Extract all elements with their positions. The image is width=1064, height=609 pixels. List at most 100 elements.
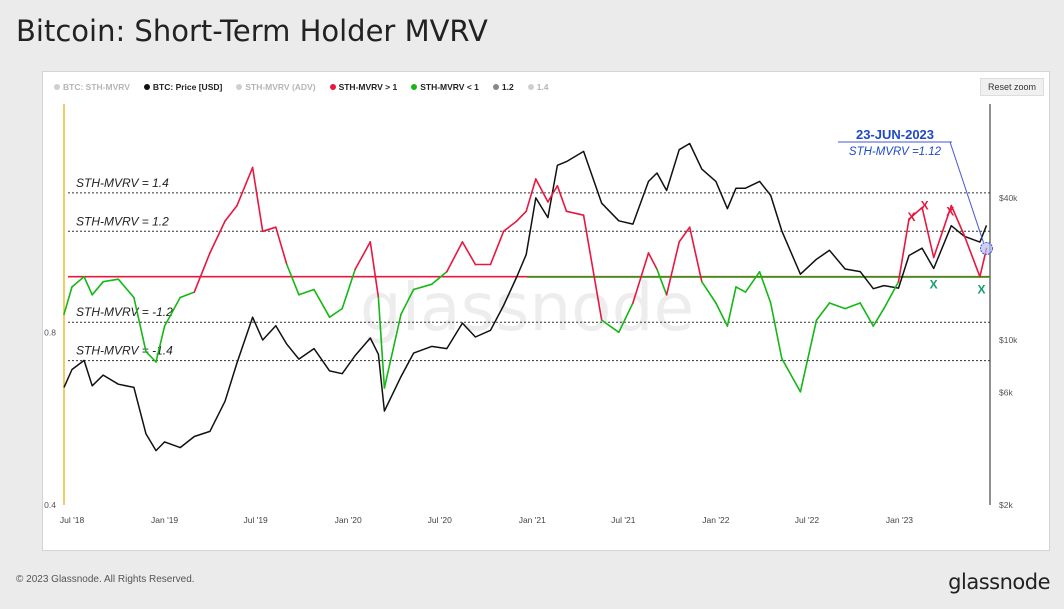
mvrv-segment-37 — [534, 178, 549, 203]
legend-label: BTC: STH-MVRV — [63, 82, 130, 92]
ref-label-1: STH-MVRV = 1.2 — [76, 214, 169, 228]
reset-zoom-button[interactable]: Reset zoom — [980, 78, 1044, 96]
x-tick-label-1: Jan '19 — [151, 515, 178, 525]
marker-x-0: X — [908, 210, 916, 224]
ref-label-0: STH-MVRV = 1.4 — [76, 176, 169, 190]
marker-x-2: X — [946, 204, 954, 218]
copyright-text: © 2023 Glassnode. All Rights Reserved. — [16, 574, 195, 585]
mvrv-segment-48 — [678, 226, 691, 243]
mvrv-segment-69 — [950, 204, 966, 237]
mvrv-segment-41 — [582, 214, 603, 321]
ref-label-3: STH-MVRV = -1.2 — [76, 305, 173, 319]
x-tick-label-4: Jul '20 — [428, 515, 453, 525]
legend-item-2[interactable]: STH-MVRV (ADV) — [236, 82, 316, 92]
left-tick-label-0: 0.4 — [44, 500, 56, 510]
mvrv-segment-22 — [341, 268, 357, 310]
mvrv-segment-68 — [932, 204, 953, 259]
mvrv-segment-39 — [556, 185, 568, 213]
mvrv-segment-40 — [565, 210, 585, 216]
legend-dot — [527, 84, 534, 90]
legend-label: STH-MVRV < 1 — [420, 82, 479, 92]
x-tick-label-0: Jul '18 — [60, 515, 85, 525]
mvrv-segment-25 — [377, 296, 386, 389]
mvrv-segment-19 — [298, 288, 315, 296]
legend-label: STH-MVRV (ADV) — [245, 82, 316, 92]
mvrv-segment-2 — [83, 275, 93, 296]
mvrv-segment-50 — [700, 280, 717, 304]
mvrv-segment-66 — [908, 206, 923, 220]
annotation-value: STH-MVRV =1.12 — [849, 146, 942, 158]
legend-label: BTC: Price [USD] — [152, 82, 223, 92]
mvrv-segment-29 — [430, 270, 448, 286]
mvrv-segment-10 — [179, 291, 196, 299]
mvrv-segment-5 — [117, 278, 135, 299]
mvrv-segment-63 — [872, 307, 885, 327]
mvrv-segment-0 — [63, 286, 73, 316]
legend-dot — [143, 84, 150, 90]
page-title: Bitcoin: Short-Term Holder MVRV — [16, 14, 488, 48]
mvrv-segment-4 — [102, 278, 120, 283]
left-tick-label-1: 0.8 — [44, 327, 56, 337]
mvrv-segment-42 — [600, 319, 620, 334]
mvrv-segment-55 — [758, 270, 772, 304]
mvrv-segment-59 — [815, 302, 831, 321]
mvrv-segment-31 — [461, 241, 477, 266]
mvrv-segment-44 — [632, 252, 650, 304]
mvrv-segment-15 — [251, 166, 264, 233]
annotation-pointer — [949, 141, 984, 243]
right-tick-label-1: $6k — [999, 387, 1013, 397]
mvrv-segment-11 — [193, 252, 211, 293]
legend-dot — [329, 84, 336, 90]
mvrv-segment-46 — [656, 268, 668, 296]
mvrv-segment-35 — [515, 210, 528, 222]
mvrv-segment-7 — [145, 350, 157, 363]
mvrv-segment-16 — [261, 226, 277, 233]
mvrv-segment-56 — [769, 302, 783, 360]
mvrv-segment-20 — [313, 288, 331, 319]
mvrv-segment-9 — [163, 296, 181, 327]
legend-item-5[interactable]: 1.2 — [492, 82, 514, 92]
mvrv-segment-8 — [155, 325, 166, 363]
annotation-date: 23-JUN-2023 — [856, 127, 934, 142]
legend-item-1[interactable]: BTC: Price [USD] — [143, 82, 223, 92]
mvrv-segment-3 — [91, 280, 104, 296]
mvrv-segment-33 — [489, 230, 505, 266]
mvrv-segment-58 — [799, 319, 818, 393]
right-tick-label-0: $2k — [999, 500, 1013, 510]
x-tick-label-2: Jul '19 — [243, 515, 268, 525]
mvrv-segment-53 — [735, 286, 747, 293]
mvrv-segment-24 — [369, 241, 380, 299]
mvrv-segment-21 — [328, 307, 344, 319]
mvrv-segment-36 — [525, 178, 537, 213]
mvrv-segment-54 — [744, 270, 761, 293]
mvrv-segment-6 — [133, 296, 147, 353]
mvrv-segment-57 — [780, 357, 802, 393]
mvrv-segment-1 — [71, 275, 85, 288]
mvrv-segment-23 — [354, 241, 372, 271]
legend-label: 1.4 — [536, 82, 549, 92]
marker-x-3: X — [930, 277, 938, 291]
legend-item-0[interactable]: BTC: STH-MVRV — [54, 82, 130, 92]
legend-item-3[interactable]: STH-MVRV > 1 — [329, 82, 397, 92]
marker-x-4: X — [977, 282, 985, 296]
x-tick-label-8: Jul '22 — [795, 515, 820, 525]
mvrv-segment-14 — [236, 166, 254, 207]
legend-item-6[interactable]: 1.4 — [527, 82, 549, 92]
legend-dot — [492, 84, 499, 90]
legend-dot — [236, 84, 243, 90]
mvrv-segment-65 — [897, 218, 910, 283]
legend-item-4[interactable]: STH-MVRV < 1 — [411, 82, 479, 92]
x-tick-label-7: Jan '22 — [702, 515, 729, 525]
mvrv-segment-64 — [883, 280, 900, 310]
mvrv-segment-62 — [859, 302, 875, 327]
mvrv-segment-67 — [921, 206, 935, 259]
price-series-line — [63, 142, 988, 452]
mvrv-segment-45 — [647, 252, 658, 271]
mvrv-segment-51 — [715, 302, 729, 327]
mvrv-segment-52 — [726, 286, 737, 327]
mvrv-segment-43 — [617, 302, 634, 334]
mvrv-segment-30 — [445, 241, 464, 273]
x-tick-label-6: Jul '21 — [611, 515, 636, 525]
x-tick-label-9: Jan '23 — [886, 515, 913, 525]
mvrv-segment-60 — [828, 302, 846, 310]
